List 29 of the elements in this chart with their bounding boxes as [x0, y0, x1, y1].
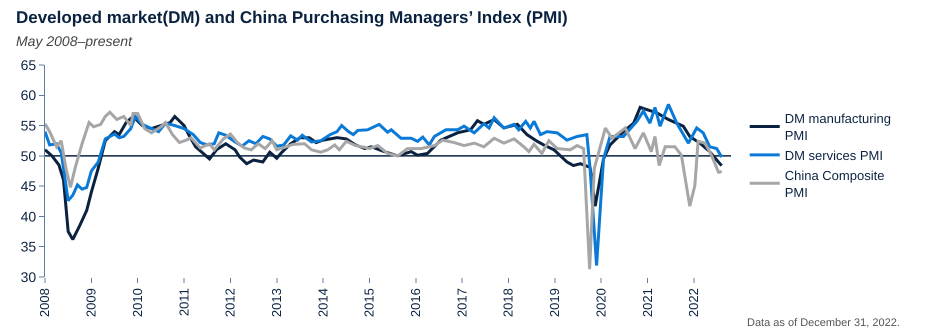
x-tick-label: 2021: [640, 288, 655, 318]
y-tick-label: 65: [20, 56, 36, 73]
legend-label: DM services PMI: [784, 148, 883, 163]
x-tick-label: 2020: [593, 288, 608, 318]
y-tick-label: 30: [20, 268, 36, 285]
y-tick-label: 40: [20, 208, 36, 224]
x-tick-label: 2009: [84, 288, 99, 318]
x-tick-label: 2022: [686, 288, 702, 318]
x-tick-label: 2019: [547, 288, 562, 318]
legend-label: China Composite PMI: [784, 168, 884, 200]
legend-label: DM manufacturing PMI: [784, 111, 891, 144]
y-tick-label: 35: [20, 238, 36, 255]
chart-title: Developed market(DM) and China Purchasing Managers’ Index (PMI): [16, 8, 568, 27]
x-tick-label: 2016: [408, 288, 424, 318]
x-tick-label: 2014: [315, 288, 330, 318]
x-tick-label: 2017: [454, 288, 470, 318]
x-tick-label: 2012: [222, 288, 238, 318]
x-tick-label: 2010: [130, 288, 145, 318]
y-tick-label: 60: [20, 87, 36, 104]
x-tick-label: 2015: [362, 288, 377, 318]
y-tick-label: 45: [20, 178, 36, 194]
text: Data as of December 31, 2022.: [747, 317, 900, 329]
x-tick-label: 2013: [268, 288, 284, 318]
x-tick-label: 2011: [176, 288, 192, 316]
x-tick-label: 2008: [37, 288, 52, 318]
x-tick-label: 2018: [500, 288, 516, 318]
y-tick-label: 50: [20, 148, 36, 164]
y-tick-label: 55: [20, 117, 36, 134]
chart-subtitle: May 2008–present: [16, 33, 134, 49]
